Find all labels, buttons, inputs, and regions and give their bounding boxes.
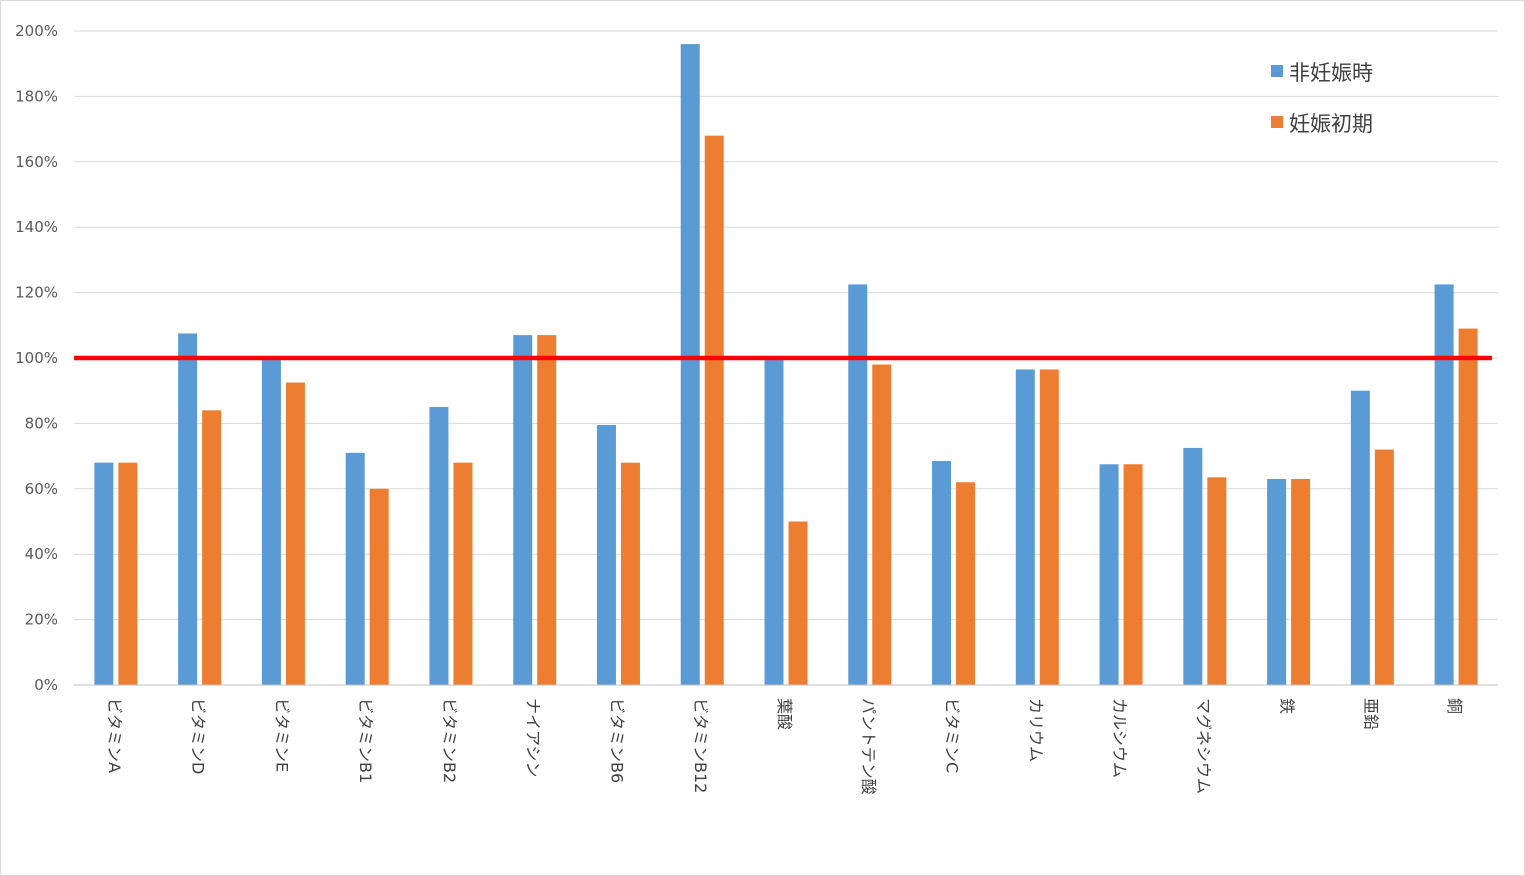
legend-swatch: [1271, 65, 1283, 77]
y-tick-label: 0%: [34, 676, 58, 694]
category-label: ビタミンC: [943, 698, 962, 773]
legend-swatch: [1271, 116, 1283, 128]
y-tick-label: 180%: [15, 87, 58, 105]
bar-non-pregnant: [1350, 390, 1370, 685]
category-label: 鉄: [1278, 698, 1297, 714]
category-label: ビタミンD: [189, 698, 208, 774]
bar-early-pregnancy: [788, 521, 808, 685]
y-tick-label: 100%: [15, 349, 58, 367]
bar-non-pregnant: [1267, 478, 1287, 685]
y-tick-label: 200%: [15, 22, 58, 40]
legend-label: 非妊娠時: [1289, 61, 1373, 85]
bar-early-pregnancy: [369, 488, 389, 685]
category-label: ビタミンB2: [440, 698, 459, 783]
category-label: ビタミンA: [105, 698, 124, 773]
category-labels: ビタミンA ビタミンD ビタミンE ビタミンB1 ビタミンB2 ナイアシン ビタミンB6 ビタ…: [105, 698, 1464, 795]
bars: [94, 44, 1478, 685]
bar-non-pregnant: [764, 358, 784, 685]
category-label: ビタミンB1: [356, 698, 375, 783]
bar-non-pregnant: [261, 358, 281, 685]
category-label: 亜鉛: [1361, 698, 1380, 730]
bar-non-pregnant: [932, 461, 952, 685]
category-label: ビタミンB12: [691, 698, 710, 793]
bar-early-pregnancy: [1207, 477, 1227, 685]
bar-non-pregnant: [94, 462, 114, 685]
bar-early-pregnancy: [704, 135, 724, 685]
category-label: ビタミンE: [272, 698, 291, 772]
bar-non-pregnant: [513, 335, 533, 685]
y-tick-label: 80%: [25, 414, 58, 432]
bar-early-pregnancy: [1374, 449, 1394, 685]
bar-early-pregnancy: [956, 482, 976, 685]
bar-early-pregnancy: [1458, 328, 1478, 685]
bar-early-pregnancy: [1039, 369, 1059, 685]
bar-non-pregnant: [1099, 464, 1119, 685]
bar-early-pregnancy: [453, 462, 473, 685]
bar-early-pregnancy: [1291, 478, 1311, 685]
category-label: ビタミンB6: [607, 698, 626, 783]
bar-early-pregnancy: [118, 462, 138, 685]
bar-early-pregnancy: [872, 364, 892, 685]
bar-non-pregnant: [848, 284, 868, 685]
category-label: カリウム: [1026, 698, 1045, 762]
y-tick-label: 60%: [25, 480, 58, 498]
bar-non-pregnant: [680, 44, 700, 685]
bar-early-pregnancy: [285, 382, 305, 685]
y-tick-label: 120%: [15, 284, 58, 302]
category-label: 葉酸: [775, 698, 794, 730]
bar-non-pregnant: [345, 452, 365, 685]
category-label: ナイアシン: [524, 698, 543, 777]
bar-early-pregnancy: [202, 410, 222, 685]
category-label: カルシウム: [1110, 698, 1129, 778]
bar-non-pregnant: [1434, 284, 1454, 685]
bar-early-pregnancy: [1123, 464, 1143, 685]
bar-early-pregnancy: [620, 462, 640, 685]
category-label: 銅: [1445, 698, 1464, 714]
category-label: マグネシウム: [1194, 698, 1213, 794]
y-tick-label: 40%: [25, 545, 58, 563]
bar-non-pregnant: [429, 407, 449, 685]
bar-non-pregnant: [178, 333, 198, 685]
y-tick-label: 160%: [15, 153, 58, 171]
y-tick-label: 140%: [15, 218, 58, 236]
y-tick-label: 20%: [25, 611, 58, 629]
y-axis-ticks: 0% 20% 40% 60% 80% 100% 120% 140% 160% 180% 200%: [15, 22, 58, 694]
bar-non-pregnant: [1183, 447, 1203, 685]
bar-early-pregnancy: [537, 335, 557, 685]
bar-non-pregnant: [596, 425, 616, 685]
category-label: パントテン酸: [859, 698, 878, 795]
bar-non-pregnant: [1015, 369, 1035, 685]
legend-label: 妊娠初期: [1289, 112, 1373, 136]
